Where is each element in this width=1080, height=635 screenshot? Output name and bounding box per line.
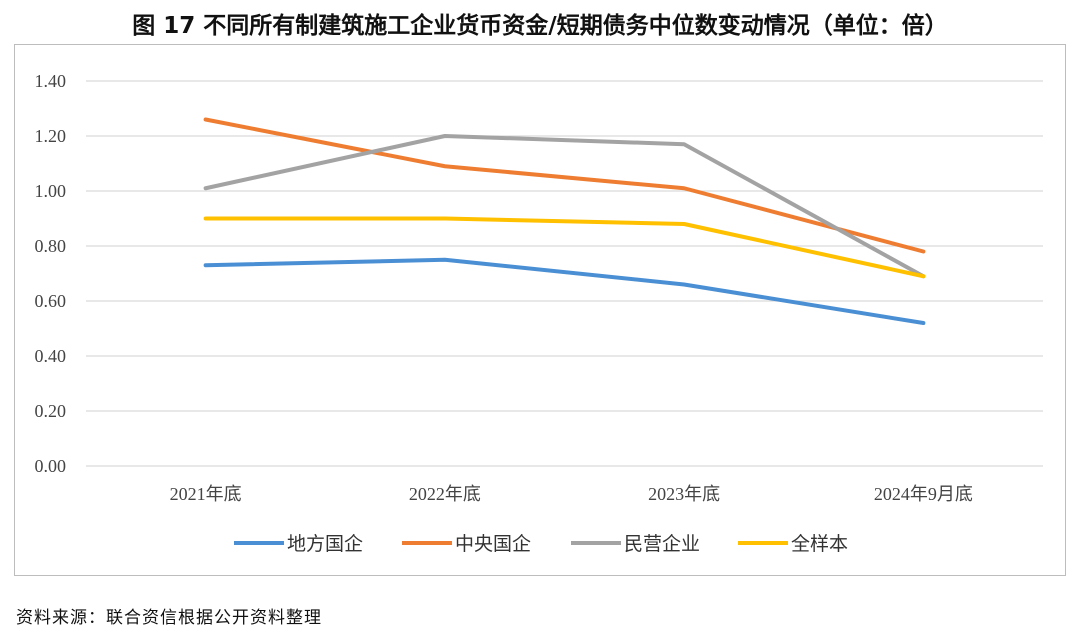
grid-lines [86, 80, 1043, 467]
chart-title: 图 17 不同所有制建筑施工企业货币资金/短期债务中位数变动情况（单位：倍） [132, 13, 948, 39]
legend-item: 民营企业 [571, 533, 700, 555]
legend-label: 全样本 [791, 533, 848, 555]
y-tick-label: 0.00 [35, 456, 67, 476]
series-lines [203, 117, 926, 325]
y-tick-label: 1.40 [35, 71, 67, 91]
legend-item: 地方国企 [234, 533, 363, 555]
legend: 地方国企 中央国企 民营企业 全样本 [234, 533, 848, 555]
x-tick-label: 2022年底 [409, 484, 481, 504]
y-tick-label: 0.80 [35, 236, 67, 256]
legend-item: 中央国企 [402, 533, 531, 555]
y-tick-label: 1.00 [35, 181, 67, 201]
legend-item: 全样本 [738, 533, 848, 555]
x-axis-tick-labels: 2021年底 2022年底 2023年底 2024年9月底 [170, 484, 973, 504]
x-tick-label: 2024年9月底 [874, 484, 973, 504]
y-tick-label: 1.20 [35, 126, 67, 146]
x-tick-label: 2021年底 [170, 484, 242, 504]
y-axis-tick-labels: 0.00 0.20 0.40 0.60 0.80 1.00 1.20 1.40 [35, 71, 67, 476]
source-note: 资料来源：联合资信根据公开资料整理 [16, 608, 322, 628]
y-tick-label: 0.20 [35, 401, 67, 421]
legend-label: 中央国企 [455, 533, 531, 555]
y-tick-label: 0.60 [35, 291, 67, 311]
legend-label: 民营企业 [624, 533, 700, 555]
y-tick-label: 0.40 [35, 346, 67, 366]
x-tick-label: 2023年底 [648, 484, 720, 504]
chart-frame [14, 44, 1066, 576]
series-line-3 [203, 216, 926, 279]
series-line-0 [203, 257, 926, 325]
legend-label: 地方国企 [287, 533, 363, 555]
series-line-1 [203, 117, 926, 254]
series-line-2 [203, 134, 926, 279]
